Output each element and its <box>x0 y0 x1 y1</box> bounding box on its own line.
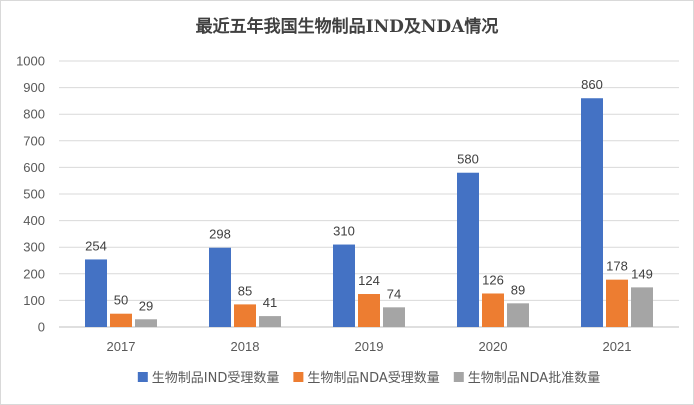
chart-title: 最近五年我国生物制品IND及NDA情况 <box>196 16 499 37</box>
bar-2019-series-1 <box>333 244 355 327</box>
legend-label: 生物制品IND受理数量 <box>152 371 280 386</box>
legend-swatch <box>453 372 464 382</box>
data-label: 254 <box>85 238 107 253</box>
data-label: 41 <box>263 295 277 310</box>
data-label: 580 <box>457 152 479 167</box>
y-axis-ticks: 0 100 200 300 400 500 600 700 800 900 1000 <box>16 54 45 335</box>
data-label: 50 <box>114 293 128 308</box>
x-tick-label: 2019 <box>355 339 384 354</box>
y-tick-label: 800 <box>23 107 45 122</box>
bar-2019-series-3 <box>383 307 405 327</box>
y-tick-label: 900 <box>23 80 45 95</box>
x-axis-ticks: 2017 2018 2019 2020 2021 <box>107 339 632 354</box>
x-tick-label: 2020 <box>479 339 508 354</box>
bar-2018-series-3 <box>259 316 281 327</box>
y-tick-label: 600 <box>23 160 45 175</box>
bar-2021-series-3 <box>631 287 653 327</box>
data-label: 149 <box>631 266 653 281</box>
y-tick-label: 500 <box>23 187 45 202</box>
bar-2017-series-1 <box>85 259 107 327</box>
legend-swatch <box>293 372 304 382</box>
data-label: 89 <box>511 282 525 297</box>
gridlines <box>59 60 679 328</box>
y-tick-label: 300 <box>23 240 45 255</box>
y-tick-label: 100 <box>23 293 45 308</box>
x-tick-label: 2018 <box>231 339 260 354</box>
data-label: 178 <box>606 259 628 274</box>
data-label: 860 <box>581 77 603 92</box>
y-tick-label: 200 <box>23 266 45 281</box>
bar-2018-series-2 <box>234 304 256 327</box>
y-tick-label: 0 <box>38 320 45 335</box>
legend-item: 生物制品IND受理数量 <box>137 371 280 386</box>
bar-2020-series-1 <box>457 172 479 327</box>
legend: 生物制品IND受理数量 生物制品NDA受理数量 生物制品NDA批准数量 <box>137 371 600 386</box>
data-label: 124 <box>358 273 380 288</box>
y-tick-label: 1000 <box>16 54 45 69</box>
data-label: 298 <box>209 227 231 242</box>
bar-2017-series-2 <box>110 313 132 327</box>
bar-2020-series-2 <box>482 293 504 327</box>
bar-2021-series-1 <box>581 98 603 328</box>
data-label: 29 <box>139 298 153 313</box>
y-tick-label: 400 <box>23 213 45 228</box>
legend-item: 生物制品NDA受理数量 <box>293 371 440 386</box>
legend-item: 生物制品NDA批准数量 <box>453 371 600 386</box>
legend-label: 生物制品NDA受理数量 <box>307 371 439 386</box>
x-tick-label: 2017 <box>107 339 136 354</box>
data-label: 310 <box>333 224 355 239</box>
data-label: 74 <box>387 286 401 301</box>
data-label: 126 <box>482 272 504 287</box>
bar-2019-series-2 <box>358 294 380 327</box>
y-tick-label: 700 <box>23 133 45 148</box>
data-label: 85 <box>238 283 252 298</box>
bar-2017-series-3 <box>135 319 157 327</box>
bar-2018-series-1 <box>209 247 231 327</box>
x-tick-label: 2021 <box>603 339 632 354</box>
bars <box>85 98 653 328</box>
bar-2021-series-2 <box>606 279 628 327</box>
legend-label: 生物制品NDA批准数量 <box>468 371 600 386</box>
legend-swatch <box>137 372 148 382</box>
bar-2020-series-3 <box>507 303 529 327</box>
